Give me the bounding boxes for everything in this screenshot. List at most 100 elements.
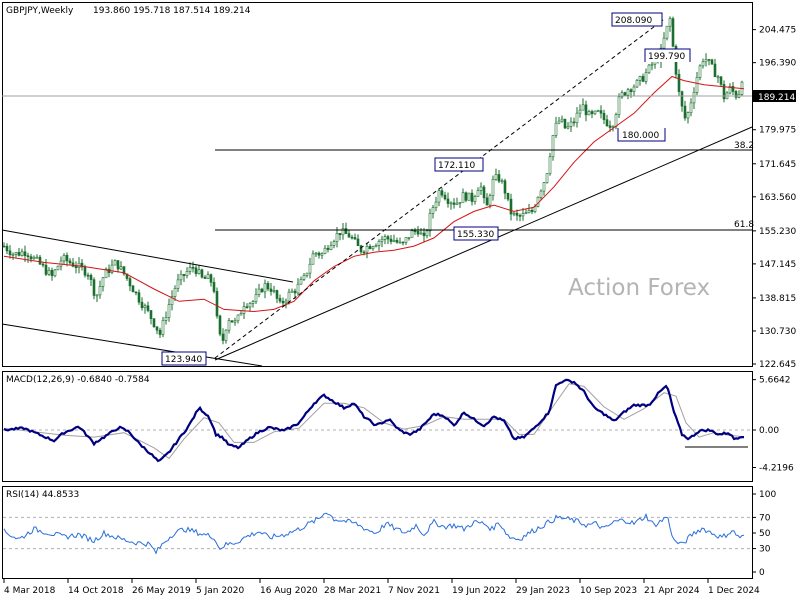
svg-text:180.000: 180.000 bbox=[622, 131, 659, 141]
rsi-tick-label: 0 bbox=[759, 568, 765, 578]
candle-body bbox=[44, 264, 48, 275]
candle-body bbox=[719, 76, 723, 85]
candle-body bbox=[479, 186, 483, 191]
candle-body bbox=[632, 86, 636, 93]
price-tick-label: 130.730 bbox=[759, 327, 796, 337]
candle-body bbox=[503, 180, 507, 194]
candle-body bbox=[629, 89, 633, 93]
macd-line bbox=[3, 378, 744, 463]
candle-body bbox=[146, 305, 150, 311]
candle-body bbox=[32, 256, 36, 260]
time-tick-label: 4 Mar 2018 bbox=[4, 586, 56, 596]
candle-body bbox=[437, 190, 441, 203]
candle-body bbox=[599, 110, 603, 114]
candle-body bbox=[8, 250, 12, 256]
level-label-199: 199.790 bbox=[644, 48, 691, 62]
price-tick-label: 171.645 bbox=[759, 160, 796, 170]
candle-body bbox=[296, 283, 300, 294]
candle-body bbox=[242, 306, 246, 314]
candle-body bbox=[131, 285, 135, 293]
rsi-title: RSI(14) 44.8533 bbox=[6, 490, 79, 500]
candle-body bbox=[92, 279, 96, 296]
watermark: Action Forex bbox=[568, 275, 710, 301]
candle-body bbox=[638, 76, 642, 81]
time-tick-label: 16 Aug 2020 bbox=[260, 586, 318, 596]
candle-body bbox=[140, 301, 144, 309]
price-tick-label: 204.475 bbox=[759, 26, 796, 36]
price-tick-label: 147.145 bbox=[759, 260, 796, 270]
candle-body bbox=[341, 228, 345, 236]
time-tick-label: 1 Dec 2024 bbox=[708, 586, 760, 596]
candle-body bbox=[278, 298, 282, 302]
rsi-layer bbox=[3, 512, 752, 555]
candle-body bbox=[263, 283, 267, 293]
macd-panel-frame bbox=[2, 371, 753, 482]
candle-body bbox=[491, 179, 495, 196]
candle-body bbox=[419, 232, 423, 235]
time-tick-label: 28 Mar 2021 bbox=[324, 586, 381, 596]
candle-body bbox=[710, 59, 714, 65]
candle-body bbox=[506, 192, 510, 200]
candle-body bbox=[260, 288, 264, 293]
candle-body bbox=[512, 212, 516, 215]
candle-body bbox=[680, 91, 684, 107]
svg-text:208.090: 208.090 bbox=[615, 16, 652, 26]
time-axis: 4 Mar 2018 14 Oct 2018 26 May 2019 5 Jan 20… bbox=[3, 579, 760, 596]
candle-body bbox=[704, 59, 708, 63]
price-panel-frame bbox=[2, 2, 753, 367]
candle-body bbox=[257, 288, 261, 295]
candle-body bbox=[569, 121, 573, 127]
candle-body bbox=[191, 267, 195, 269]
candle-body bbox=[578, 109, 582, 114]
candle-body bbox=[566, 126, 570, 129]
candle-body bbox=[236, 314, 240, 322]
candle-body bbox=[152, 318, 156, 327]
macd-tick-label: -4.2196 bbox=[759, 464, 794, 474]
time-tick-label: 29 Jan 2023 bbox=[516, 586, 570, 596]
candle-body bbox=[206, 274, 210, 279]
candle-body bbox=[239, 313, 243, 316]
rsi-tick-label: 70 bbox=[759, 513, 771, 523]
candle-body bbox=[200, 269, 204, 278]
candle-body bbox=[449, 202, 453, 205]
svg-text:172.110: 172.110 bbox=[438, 161, 475, 171]
candle-body bbox=[53, 269, 57, 277]
dashed-channel-line bbox=[214, 19, 664, 359]
candle-body bbox=[149, 310, 153, 319]
candle-body bbox=[434, 201, 438, 208]
candle-body bbox=[248, 303, 252, 308]
candle-body bbox=[377, 240, 381, 246]
candle-body bbox=[230, 320, 234, 323]
candle-body bbox=[119, 266, 123, 270]
time-tick-label: 7 Nov 2021 bbox=[388, 586, 440, 596]
candle-body bbox=[404, 237, 408, 243]
sma-line bbox=[3, 75, 745, 313]
candle-body bbox=[170, 296, 174, 305]
candle-body bbox=[314, 252, 318, 255]
candle-body bbox=[389, 238, 393, 242]
candle-body bbox=[416, 231, 420, 235]
candle-body bbox=[695, 77, 699, 93]
candle-body bbox=[287, 291, 291, 302]
candle-body bbox=[23, 251, 27, 256]
candle-body bbox=[290, 290, 294, 293]
candle-body bbox=[443, 194, 447, 200]
candle-body bbox=[308, 263, 312, 274]
price-tick-label: 196.390 bbox=[759, 59, 796, 69]
svg-text:189.214: 189.214 bbox=[758, 93, 795, 103]
candle-body bbox=[668, 18, 672, 27]
candle-body bbox=[587, 111, 591, 116]
time-tick-label: 21 Apr 2024 bbox=[644, 586, 700, 596]
candle-body bbox=[650, 63, 654, 66]
candle-body bbox=[623, 92, 627, 96]
candle-body bbox=[608, 125, 612, 128]
candle-body bbox=[671, 18, 675, 47]
candle-body bbox=[722, 84, 726, 100]
candle-body bbox=[686, 112, 690, 119]
candle-body bbox=[158, 329, 162, 335]
candle-body bbox=[56, 265, 60, 271]
rsi-tick-label: 100 bbox=[759, 490, 776, 500]
candle-body bbox=[398, 241, 402, 244]
candle-body bbox=[188, 267, 192, 272]
